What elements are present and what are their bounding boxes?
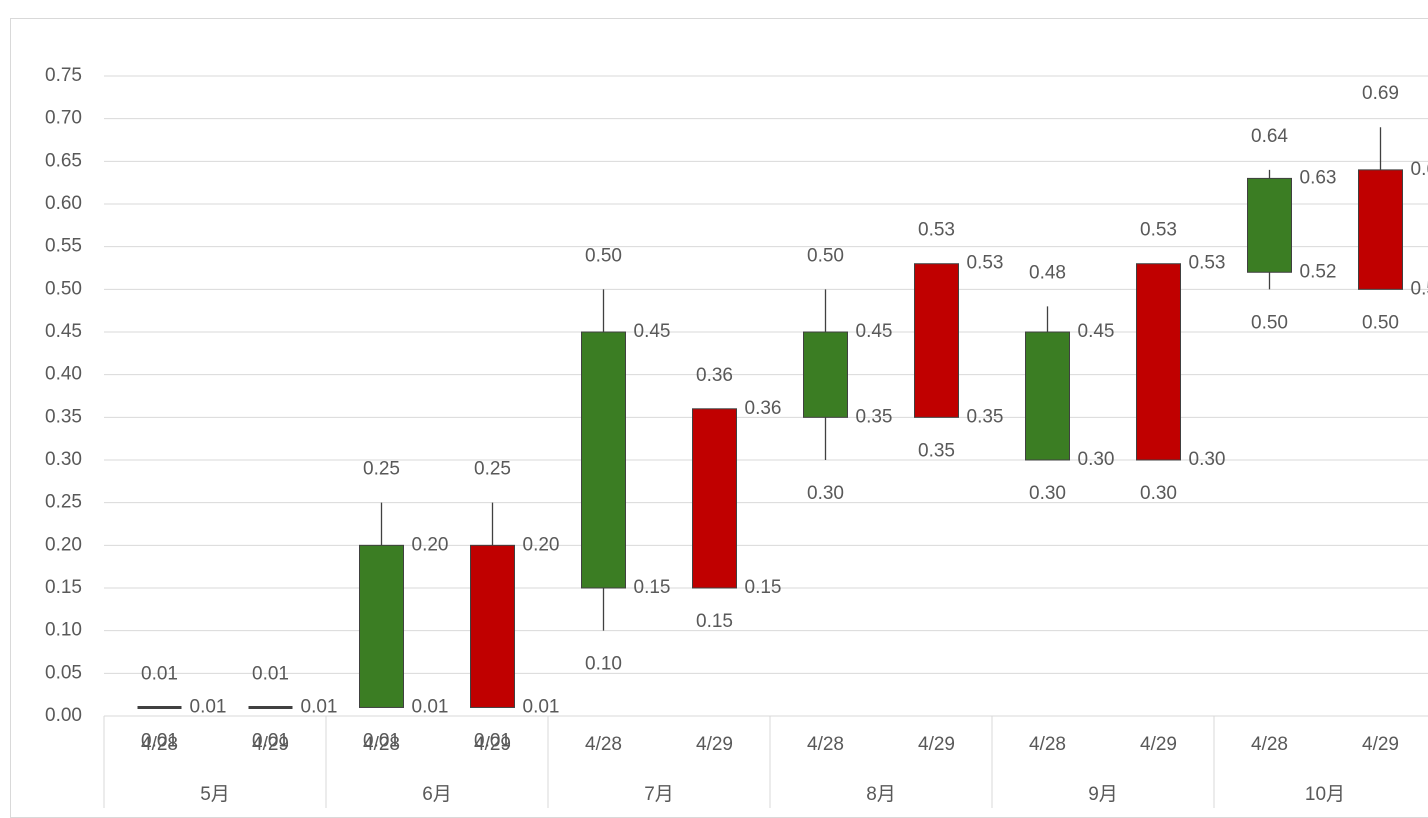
- open-label: 0.35: [856, 406, 893, 427]
- y-tick-label: 0.70: [45, 108, 82, 129]
- candle-body: [1137, 264, 1181, 460]
- low-label: 0.30: [807, 483, 844, 504]
- close-label: 0.35: [967, 406, 1004, 427]
- open-label: 0.36: [745, 398, 782, 419]
- close-label: 0.45: [634, 321, 671, 342]
- high-label: 0.64: [1251, 126, 1288, 147]
- y-tick-label: 0.45: [45, 321, 82, 342]
- y-tick-label: 0.60: [45, 193, 82, 214]
- candle-body: [471, 545, 515, 707]
- close-label: 0.45: [856, 321, 893, 342]
- open-label: 0.01: [412, 696, 449, 717]
- date-tick-label: 4/29: [696, 734, 733, 755]
- open-label: 0.30: [1078, 449, 1115, 470]
- y-tick-label: 0.30: [45, 449, 82, 470]
- high-label: 0.01: [252, 663, 289, 684]
- low-label: 0.35: [918, 440, 955, 461]
- low-label: 0.15: [696, 611, 733, 632]
- date-tick-label: 4/29: [918, 734, 955, 755]
- y-tick-label: 0.50: [45, 278, 82, 299]
- open-label: 0.53: [1189, 253, 1226, 274]
- low-label: 0.30: [1029, 483, 1066, 504]
- low-label: 0.50: [1362, 312, 1399, 333]
- date-tick-label: 4/29: [1140, 734, 1177, 755]
- close-label: 0.50: [1411, 278, 1428, 299]
- low-label: 0.10: [585, 654, 622, 675]
- month-label: 10月: [1305, 784, 1345, 805]
- close-label: 0.15: [745, 577, 782, 598]
- high-label: 0.69: [1362, 83, 1399, 104]
- high-label: 0.01: [141, 663, 178, 684]
- candle-body: [582, 332, 626, 588]
- date-tick-label: 4/28: [141, 734, 178, 755]
- candle-body: [804, 332, 848, 417]
- date-tick-label: 4/29: [474, 734, 511, 755]
- candle-body: [1359, 170, 1403, 289]
- date-tick-label: 4/28: [1251, 734, 1288, 755]
- y-tick-label: 0.00: [45, 705, 82, 726]
- date-tick-label: 4/28: [1029, 734, 1066, 755]
- open-label: 0.52: [1300, 261, 1337, 282]
- close-label: 0.01: [190, 696, 227, 717]
- date-tick-label: 4/28: [807, 734, 844, 755]
- low-label: 0.50: [1251, 312, 1288, 333]
- high-label: 0.50: [807, 245, 844, 266]
- high-label: 0.36: [696, 365, 733, 386]
- open-label: 0.20: [523, 534, 560, 555]
- month-label: 9月: [1088, 784, 1118, 805]
- date-tick-label: 4/28: [363, 734, 400, 755]
- close-label: 0.20: [412, 534, 449, 555]
- y-tick-label: 0.55: [45, 236, 82, 257]
- high-label: 0.53: [1140, 220, 1177, 241]
- date-tick-label: 4/29: [252, 734, 289, 755]
- y-tick-label: 0.15: [45, 577, 82, 598]
- candle-body: [693, 409, 737, 588]
- y-tick-label: 0.35: [45, 406, 82, 427]
- close-label: 0.01: [301, 696, 338, 717]
- close-label: 0.63: [1300, 167, 1337, 188]
- candle-body: [915, 264, 959, 418]
- date-tick-label: 4/28: [585, 734, 622, 755]
- y-tick-label: 0.25: [45, 492, 82, 513]
- close-label: 0.30: [1189, 449, 1226, 470]
- high-label: 0.48: [1029, 262, 1066, 283]
- high-label: 0.25: [363, 459, 400, 480]
- close-label: 0.01: [523, 696, 560, 717]
- open-label: 0.53: [967, 253, 1004, 274]
- candle-body: [360, 545, 404, 707]
- y-tick-label: 0.40: [45, 364, 82, 385]
- y-tick-label: 0.65: [45, 150, 82, 171]
- candle-body: [1026, 332, 1070, 460]
- y-tick-label: 0.20: [45, 534, 82, 555]
- date-tick-label: 4/29: [1362, 734, 1399, 755]
- y-tick-label: 0.05: [45, 662, 82, 683]
- y-tick-label: 0.10: [45, 620, 82, 641]
- month-label: 8月: [866, 784, 896, 805]
- open-label: 0.15: [634, 577, 671, 598]
- month-label: 6月: [422, 784, 452, 805]
- open-label: 0.64: [1411, 159, 1428, 180]
- high-label: 0.25: [474, 459, 511, 480]
- candle-body: [1248, 178, 1292, 272]
- close-label: 0.45: [1078, 321, 1115, 342]
- high-label: 0.50: [585, 245, 622, 266]
- month-label: 5月: [200, 784, 230, 805]
- y-tick-label: 0.75: [45, 65, 82, 86]
- month-label: 7月: [644, 784, 674, 805]
- low-label: 0.30: [1140, 483, 1177, 504]
- high-label: 0.53: [918, 220, 955, 241]
